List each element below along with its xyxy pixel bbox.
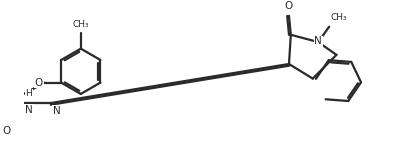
Text: O: O — [285, 1, 293, 11]
Text: CH₃: CH₃ — [72, 20, 89, 29]
Text: N: N — [53, 106, 61, 116]
Text: O: O — [35, 78, 43, 88]
Text: N: N — [314, 36, 322, 46]
Text: N: N — [25, 105, 32, 115]
Text: O: O — [3, 126, 11, 136]
Text: CH₃: CH₃ — [331, 13, 347, 22]
Text: H: H — [25, 89, 32, 98]
